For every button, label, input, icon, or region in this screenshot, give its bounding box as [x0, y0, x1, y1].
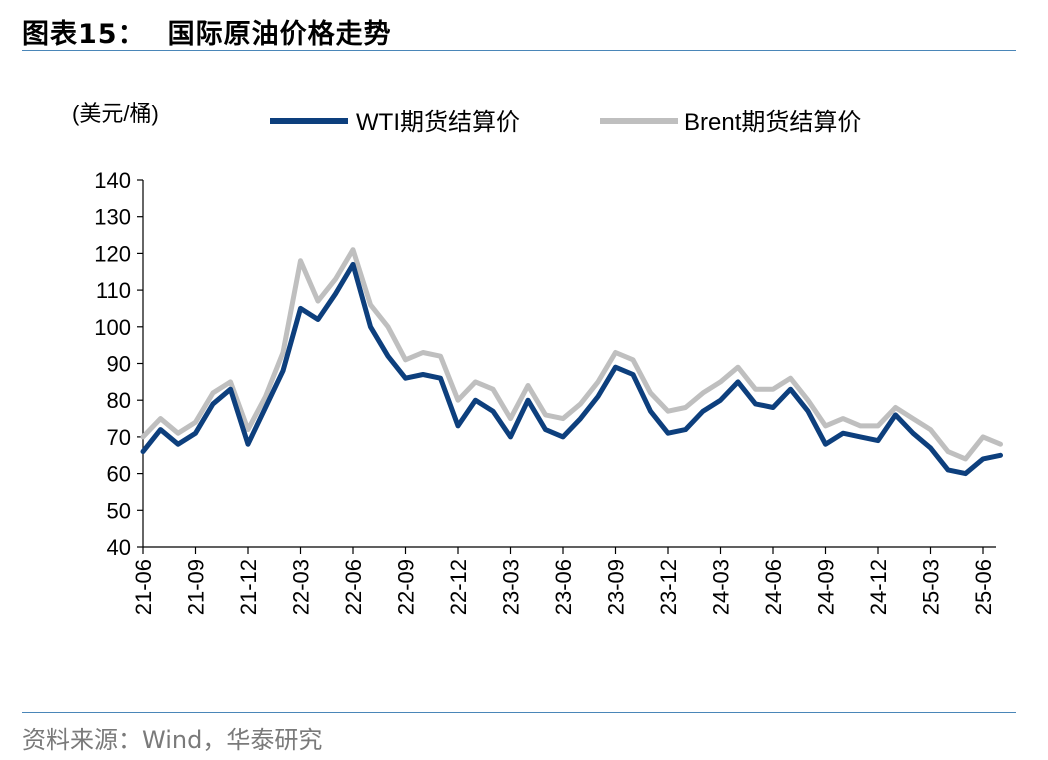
- legend-label-wti: WTI期货结算价: [356, 109, 520, 136]
- x-tick-label: 25-06: [971, 559, 996, 615]
- y-axis-unit-label: (美元/桶): [72, 101, 159, 126]
- y-tick-label: 90: [107, 352, 131, 377]
- header-divider: [22, 50, 1016, 51]
- y-tick-label: 120: [94, 241, 131, 266]
- y-tick-label: 140: [94, 168, 131, 193]
- x-tick-label: 22-03: [289, 559, 314, 615]
- y-tick-label: 100: [94, 315, 131, 340]
- y-tick-label: 130: [94, 205, 131, 230]
- y-tick-label: 110: [96, 278, 131, 303]
- brent-series-line: [140, 247, 1003, 462]
- x-tick-label: 21-12: [236, 559, 261, 615]
- y-tick-label: 60: [107, 462, 131, 487]
- x-tick-label: 24-06: [761, 559, 786, 615]
- x-tick-label: 21-09: [184, 559, 209, 615]
- x-tick-label: 23-09: [604, 559, 629, 615]
- y-tick-label: 80: [107, 388, 131, 413]
- x-tick-label: 24-03: [709, 559, 734, 615]
- figure-title: 图表15： 国际原油价格走势: [22, 12, 392, 51]
- chart-legend: WTI期货结算价 Brent期货结算价: [270, 109, 861, 136]
- oil-price-chart: (美元/桶) WTI期货结算价 Brent期货结算价 40 50 60 70 80 90 10…: [72, 101, 1003, 615]
- x-tick-label: 23-03: [499, 559, 524, 615]
- figure-title-text: 国际原油价格走势: [167, 19, 392, 50]
- y-tick-label: 70: [107, 425, 131, 450]
- legend-label-brent: Brent期货结算价: [684, 109, 861, 136]
- x-tick-label: 22-12: [446, 559, 471, 615]
- y-tick-label: 40: [107, 535, 131, 560]
- wti-series-line: [140, 261, 1003, 477]
- chart-series: [140, 247, 1003, 477]
- footer-divider: [22, 712, 1016, 713]
- chart-axes: 40 50 60 70 80 90 100 110 120 130 140 21-06 21-09 21-…: [94, 168, 996, 615]
- x-tick-label: 23-06: [551, 559, 576, 615]
- source-note: 资料来源：Wind，华泰研究: [22, 726, 323, 754]
- x-tick-label: 25-03: [919, 559, 944, 615]
- x-tick-label: 21-06: [131, 559, 156, 615]
- y-tick-label: 50: [107, 498, 131, 523]
- x-tick-label: 22-06: [341, 559, 366, 615]
- x-tick-label: 24-12: [866, 559, 891, 615]
- x-tick-label: 24-09: [814, 559, 839, 615]
- x-tick-label: 23-12: [656, 559, 681, 615]
- figure-label: 图表15：: [22, 19, 146, 50]
- x-tick-label: 22-09: [394, 559, 419, 615]
